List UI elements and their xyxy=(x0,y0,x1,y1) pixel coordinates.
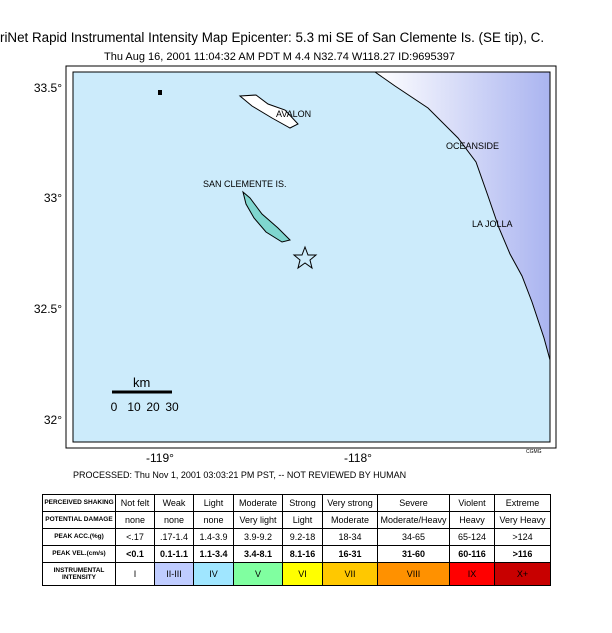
catalina-island xyxy=(238,94,299,129)
legend-cell: 0.1-1.1 xyxy=(154,544,194,563)
lon-label: -119° xyxy=(146,451,174,465)
legend-cell: IV xyxy=(193,561,234,587)
map-figure: riNet Rapid Instrumental Intensity Map E… xyxy=(0,30,557,480)
legend-cell: Moderate xyxy=(233,494,283,512)
row-header: INSTRUMENTAL INTENSITY xyxy=(42,561,116,587)
lat-label: 33° xyxy=(44,191,62,205)
place-label: SAN CLEMENTE IS. xyxy=(203,179,287,189)
legend-cell: 18-34 xyxy=(322,527,378,546)
legend-cell: Strong xyxy=(282,494,323,512)
legend-cell: IX xyxy=(449,561,495,587)
legend-cell: Very light xyxy=(233,510,283,529)
legend-cell: none xyxy=(154,510,194,529)
scale-label: 10 xyxy=(127,400,141,414)
islet xyxy=(158,90,162,95)
legend-cell: II-III xyxy=(154,561,194,587)
legend-cell: Severe xyxy=(377,494,450,512)
legend-cell: 34-65 xyxy=(377,527,450,546)
row-header: POTENTIAL DAMAGE xyxy=(42,510,116,529)
legend-cell: 60-116 xyxy=(449,544,495,563)
legend-cell: .17-1.4 xyxy=(154,527,194,546)
san-clemente-island xyxy=(242,190,291,243)
legend-cell: 16-31 xyxy=(322,544,378,563)
legend-cell: 65-124 xyxy=(449,527,495,546)
legend-cell: Weak xyxy=(154,494,194,512)
scale-label: 0 xyxy=(111,400,118,414)
legend-cell: Light xyxy=(193,494,234,512)
legend-cell: Very Heavy xyxy=(494,510,551,529)
legend-cell: >124 xyxy=(494,527,551,546)
legend-row: PERCEIVED SHAKING Not felt Weak Light Modera… xyxy=(42,494,551,512)
lat-label: 32° xyxy=(44,413,62,427)
legend-cell: I xyxy=(115,561,155,587)
legend-row: PEAK ACC.(%g) <.17.17-1.4 1.4-3.9 3.9-9.2 9.… xyxy=(42,527,551,546)
legend-cell: Heavy xyxy=(449,510,495,529)
legend-cell: 1.1-3.4 xyxy=(193,544,234,563)
legend-cell: VI xyxy=(282,561,323,587)
legend-cell: Light xyxy=(282,510,323,529)
legend-cell: 31-60 xyxy=(377,544,450,563)
legend-cell: 3.4-8.1 xyxy=(233,544,283,563)
legend-cell: 3.9-9.2 xyxy=(233,527,283,546)
legend-cell: 9.2-18 xyxy=(282,527,323,546)
legend-cell: Not felt xyxy=(115,494,155,512)
lon-label: -118° xyxy=(344,451,372,465)
place-label: OCEANSIDE xyxy=(446,141,499,151)
legend-cell: Violent xyxy=(449,494,495,512)
legend-cell: >116 xyxy=(494,544,551,563)
place-label: AVALON xyxy=(276,109,311,119)
processed-note: PROCESSED: Thu Nov 1, 2001 03:03:21 PM P… xyxy=(73,470,406,480)
subtitle: Thu Aug 16, 2001 11:04:32 AM PDT M 4.4 N… xyxy=(104,51,455,63)
legend-cell: VII xyxy=(322,561,378,587)
row-header: PEAK ACC.(%g) xyxy=(42,527,116,546)
legend-cell: none xyxy=(193,510,234,529)
legend-cell: none xyxy=(115,510,155,529)
legend-cell: X+ xyxy=(494,561,551,587)
legend-cell: Very strong xyxy=(322,494,378,512)
scale-label: 20 xyxy=(146,400,160,414)
legend-cell: Moderate/Heavy xyxy=(377,510,450,529)
title: riNet Rapid Instrumental Intensity Map E… xyxy=(0,30,544,45)
legend-cell: <.17 xyxy=(115,527,155,546)
row-header: PEAK VEL.(cm/s) xyxy=(42,544,116,563)
place-label: LA JOLLA xyxy=(472,219,513,229)
legend-row: POTENTIAL DAMAGE none none none Very light Li… xyxy=(42,510,551,529)
scale-label: 30 xyxy=(165,400,179,414)
legend-cell: V xyxy=(233,561,283,587)
legend-row: INSTRUMENTAL INTENSITY I II-III IV V VI VII VII… xyxy=(42,561,551,587)
legend-row: PEAK VEL.(cm/s) <0.1 0.1-1.1 1.1-3.4 3.4-8.1… xyxy=(42,544,551,563)
lat-label: 33.5° xyxy=(34,81,62,95)
legend-cell: 8.1-16 xyxy=(282,544,323,563)
legend-cell: Extreme xyxy=(494,494,551,512)
intensity-legend: PERCEIVED SHAKING Not felt Weak Light Modera… xyxy=(42,494,551,587)
row-header: PERCEIVED SHAKING xyxy=(42,494,116,512)
epicenter-star xyxy=(292,245,318,270)
coastline xyxy=(373,71,551,361)
legend-cell: Moderate xyxy=(322,510,378,529)
legend-cell: 1.4-3.9 xyxy=(193,527,234,546)
credit: CGMG xyxy=(526,449,542,455)
legend-cell: <0.1 xyxy=(115,544,155,563)
legend-cell: VIII xyxy=(377,561,450,587)
scale-unit: km xyxy=(133,375,150,390)
lat-label: 32.5° xyxy=(34,302,62,316)
